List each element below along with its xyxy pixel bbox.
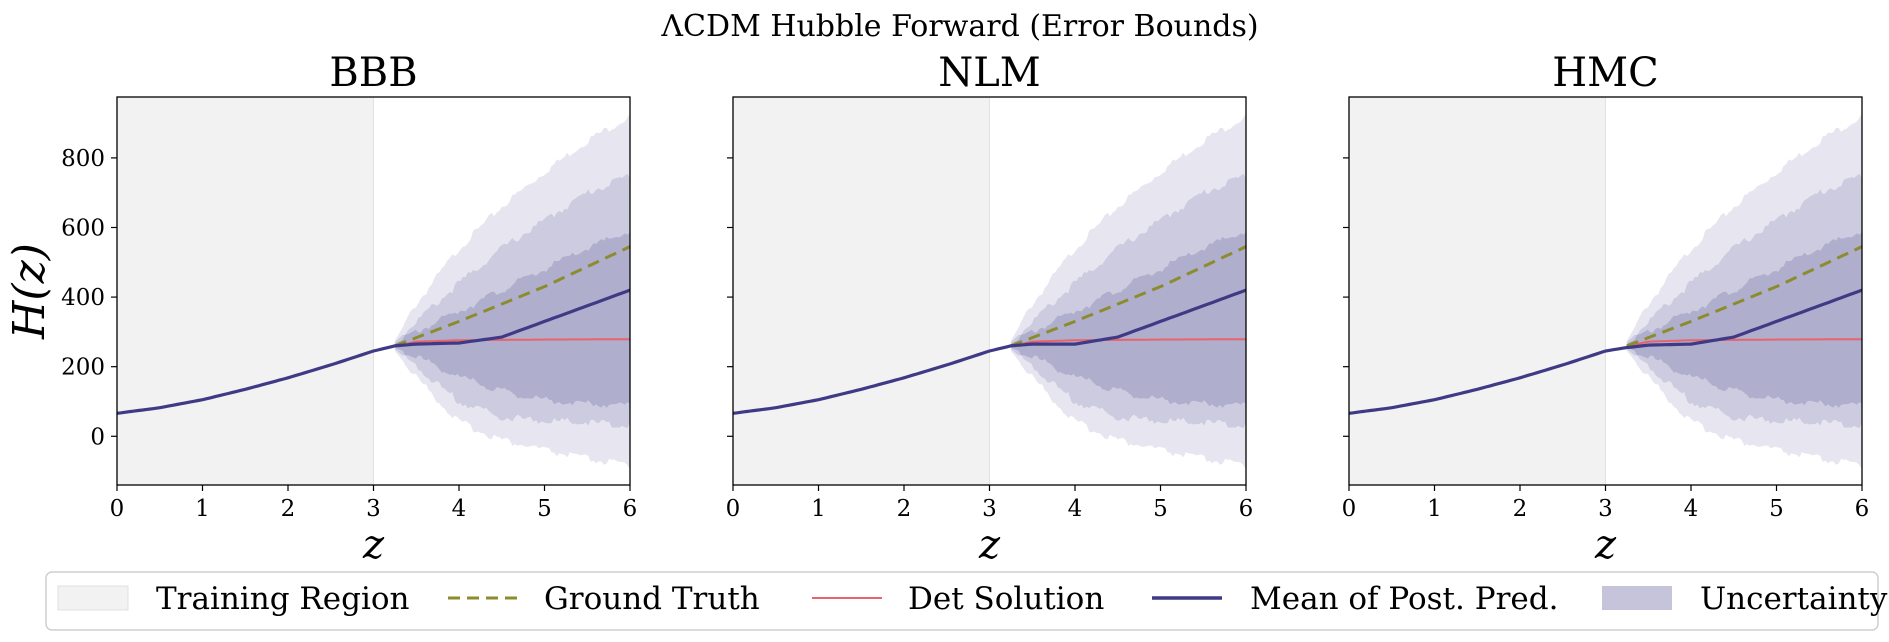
legend-swatch-uncertainty [1602, 586, 1672, 610]
x-tick-label: 3 [982, 496, 997, 522]
legend-label-training: Training Region [156, 581, 410, 617]
uncertainty-band [394, 112, 630, 470]
plot-area [117, 97, 630, 485]
plot-area [733, 97, 1246, 485]
x-tick-label: 0 [110, 496, 125, 522]
mean-posterior-line [1349, 288, 1862, 415]
training-region [1349, 97, 1606, 485]
y-tick-label: 200 [61, 355, 105, 381]
legend-swatch-training [57, 585, 129, 611]
plot-area [1349, 97, 1862, 485]
x-tick-label: 4 [452, 496, 467, 522]
uncertainty-band [394, 231, 630, 408]
x-tick-label: 0 [1342, 496, 1357, 522]
ground-truth-line [1010, 245, 1246, 348]
training-region [733, 97, 990, 485]
y-axis-label: H(z) [4, 243, 55, 340]
panel-title: NLM [938, 50, 1041, 96]
x-tick-label: 2 [897, 496, 912, 522]
x-tick-label: 6 [1855, 496, 1870, 522]
x-axis-label: z [978, 522, 1001, 568]
panel-nlm: 0 1 2 3 4 5 6 NLM z [726, 50, 1254, 568]
x-tick-label: 2 [1513, 496, 1528, 522]
figure-suptitle: ΛCDM Hubble Forward (Error Bounds) [660, 9, 1258, 44]
training-region [117, 97, 374, 485]
det-solution-line [1626, 338, 1862, 348]
legend: Training Region Ground Truth Det Solutio… [45, 571, 1888, 631]
panel-bbb: 0 1 2 3 4 5 6 0 200 400 600 800 BBB z H(z) [4, 50, 637, 568]
det-solution-line [1010, 338, 1246, 348]
x-tick-label: 1 [195, 496, 210, 522]
x-tick-label: 1 [1427, 496, 1442, 522]
panel-hmc: 0 1 2 3 4 5 6 HMC z [1342, 50, 1870, 568]
x-axis-label: z [362, 522, 385, 568]
x-axis-label: z [1594, 522, 1617, 568]
y-tick-label: 600 [61, 215, 105, 241]
legend-label-ground-truth: Ground Truth [544, 581, 760, 617]
legend-label-det-solution: Det Solution [908, 581, 1104, 617]
ground-truth-line [1626, 245, 1862, 348]
x-tick-label: 5 [1769, 496, 1784, 522]
x-tick-label: 3 [366, 496, 381, 522]
x-tick-label: 2 [281, 496, 296, 522]
x-tick-label: 0 [726, 496, 741, 522]
x-tick-label: 3 [1598, 496, 1613, 522]
x-tick-label: 5 [537, 496, 552, 522]
y-tick-label: 0 [90, 424, 105, 450]
det-solution-line [394, 338, 630, 348]
uncertainty-band [1626, 231, 1862, 408]
x-tick-label: 1 [811, 496, 826, 522]
uncertainty-band [1010, 231, 1246, 408]
panel-title: BBB [329, 50, 417, 96]
legend-label-mean: Mean of Post. Pred. [1250, 581, 1558, 617]
y-tick-label: 800 [61, 146, 105, 172]
x-tick-label: 6 [623, 496, 638, 522]
x-tick-label: 4 [1068, 496, 1083, 522]
x-tick-label: 5 [1153, 496, 1168, 522]
panel-title: HMC [1552, 50, 1658, 96]
uncertainty-band [1010, 112, 1246, 470]
x-tick-label: 6 [1239, 496, 1254, 522]
legend-frame [45, 571, 1879, 631]
uncertainty-band [1626, 112, 1862, 470]
ground-truth-line [394, 245, 630, 348]
mean-posterior-line [733, 288, 1246, 415]
x-tick-label: 4 [1684, 496, 1699, 522]
mean-posterior-line [117, 288, 630, 415]
y-tick-label: 400 [61, 285, 105, 311]
legend-label-uncertainty: Uncertainty [1700, 581, 1888, 617]
